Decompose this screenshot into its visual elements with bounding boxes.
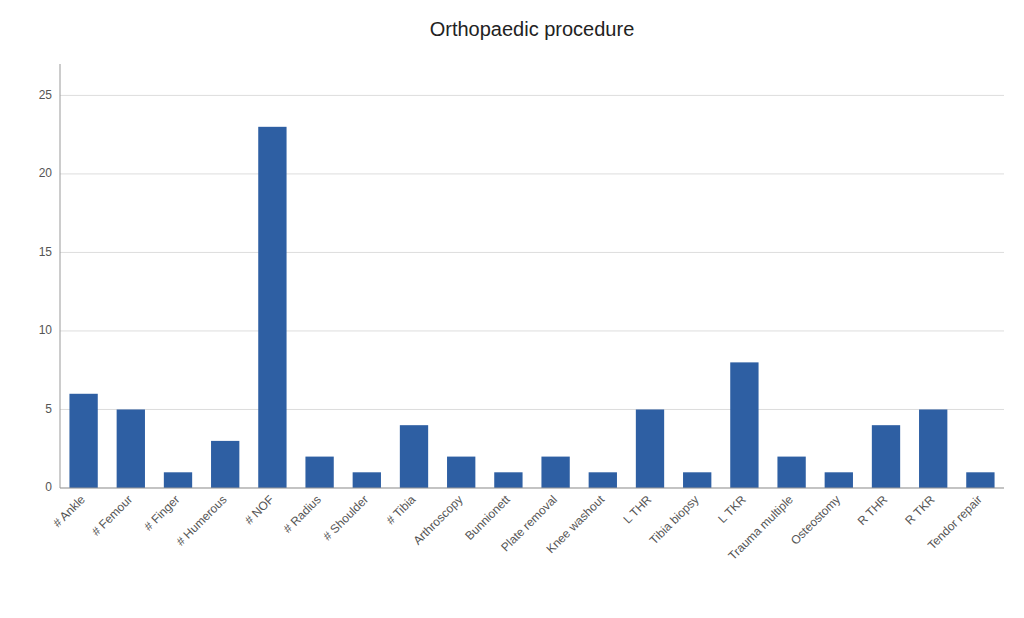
x-axis-line bbox=[60, 488, 1004, 489]
grid-line bbox=[60, 252, 1004, 253]
y-tick-label: 5 bbox=[45, 402, 52, 416]
y-tick-label: 0 bbox=[45, 480, 52, 494]
chart-container: Orthopaedic procedure0510152025# Ankle# … bbox=[0, 0, 1024, 618]
bar bbox=[69, 394, 97, 488]
chart-svg: Orthopaedic procedure0510152025# Ankle# … bbox=[0, 0, 1024, 618]
grid-line bbox=[60, 409, 1004, 410]
chart-title: Orthopaedic procedure bbox=[430, 18, 635, 40]
y-tick-label: 25 bbox=[39, 88, 53, 102]
bar bbox=[825, 472, 853, 488]
x-tick-label: R THR bbox=[855, 492, 891, 528]
bar bbox=[353, 472, 381, 488]
x-tick-label: Osteostomy bbox=[788, 492, 843, 547]
x-tick-label: # Radius bbox=[281, 492, 324, 535]
x-tick-label: # Shoulder bbox=[320, 492, 371, 543]
x-tick-label: Knee washout bbox=[543, 492, 607, 556]
grid bbox=[60, 95, 1004, 488]
bar bbox=[730, 362, 758, 488]
y-axis-line bbox=[60, 64, 61, 488]
bar bbox=[919, 409, 947, 488]
x-tick-label: # Femour bbox=[89, 492, 135, 538]
x-tick-label: L TKR bbox=[715, 492, 749, 526]
bar bbox=[589, 472, 617, 488]
x-axis: # Ankle# Femour# Finger# Humerous# NOF# … bbox=[50, 492, 985, 563]
bars bbox=[69, 127, 994, 488]
grid-line bbox=[60, 330, 1004, 331]
bar bbox=[447, 457, 475, 488]
bar bbox=[541, 457, 569, 488]
x-tick-label: # Finger bbox=[141, 492, 182, 533]
x-tick-label: # Humerous bbox=[173, 492, 229, 548]
x-tick-label: # Ankle bbox=[50, 492, 88, 530]
x-tick-label: Bunnionett bbox=[462, 492, 513, 543]
bar bbox=[305, 457, 333, 488]
x-tick-label: Tibia biopsy bbox=[647, 492, 702, 547]
x-tick-label: # Tibia bbox=[383, 492, 418, 527]
grid-line bbox=[60, 488, 1004, 489]
x-tick-label: Tendor repair bbox=[925, 492, 985, 552]
x-tick-label: Arthroscopy bbox=[410, 492, 465, 547]
y-tick-label: 10 bbox=[39, 323, 53, 337]
bar bbox=[494, 472, 522, 488]
x-tick-label: Trauma multiple bbox=[726, 492, 797, 563]
y-axis: 0 5 10 15 20 25 bbox=[39, 64, 60, 494]
bar bbox=[777, 457, 805, 488]
x-tick-label: R TKR bbox=[902, 492, 937, 527]
bar bbox=[117, 409, 145, 488]
bar bbox=[258, 127, 286, 488]
bar bbox=[683, 472, 711, 488]
x-tick-label: # NOF bbox=[242, 492, 277, 527]
bar bbox=[211, 441, 239, 488]
bar bbox=[966, 472, 994, 488]
grid-line bbox=[60, 173, 1004, 174]
y-tick-label: 15 bbox=[39, 245, 53, 259]
bar bbox=[400, 425, 428, 488]
x-tick-label: L THR bbox=[620, 492, 654, 526]
bar bbox=[636, 409, 664, 488]
bar bbox=[164, 472, 192, 488]
y-tick-label: 20 bbox=[39, 166, 53, 180]
grid-line bbox=[60, 95, 1004, 96]
bar bbox=[872, 425, 900, 488]
